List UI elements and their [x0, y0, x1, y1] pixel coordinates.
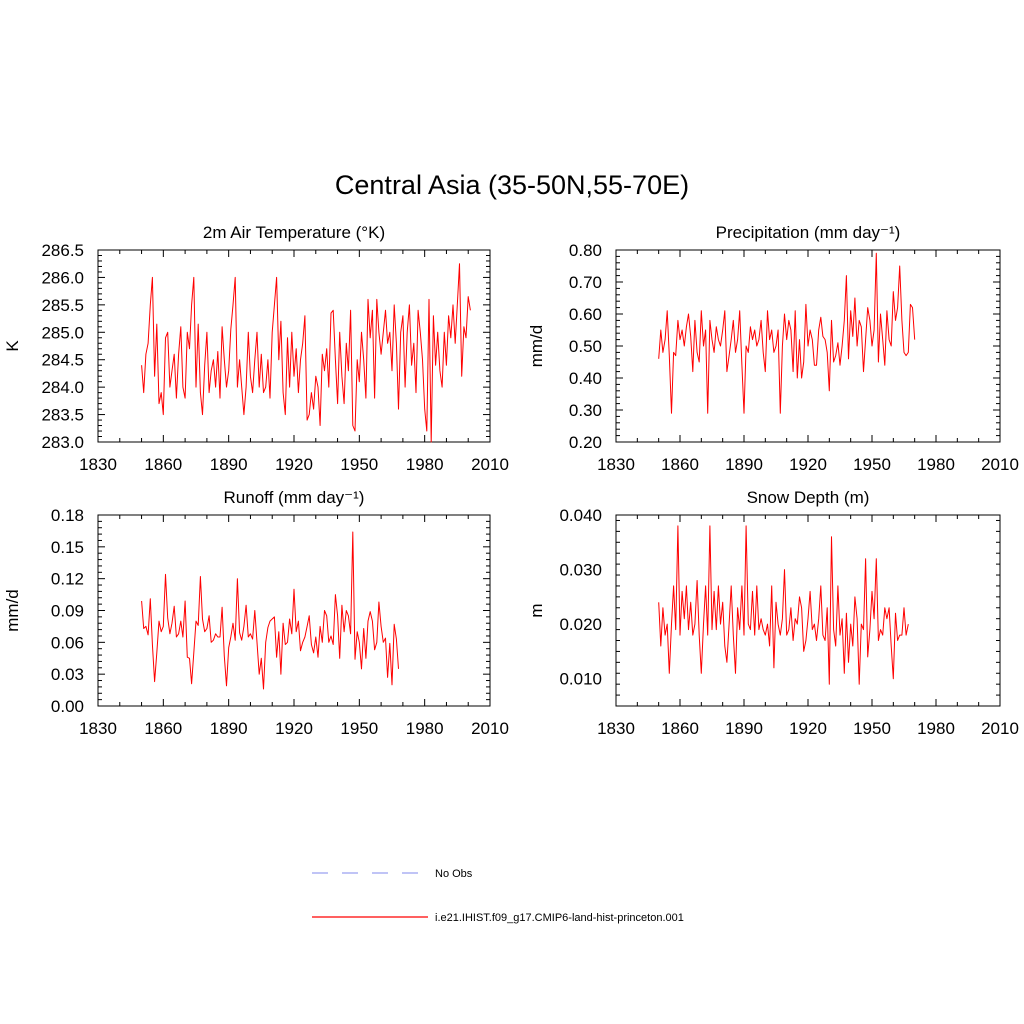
y-tick-label: 0.18 — [51, 506, 84, 525]
x-tick-label: 1950 — [340, 719, 378, 738]
y-tick-label: 0.30 — [569, 401, 602, 420]
x-tick-label: 2010 — [471, 719, 509, 738]
y-tick-label: 0.03 — [51, 665, 84, 684]
x-tick-label: 1920 — [275, 455, 313, 474]
plot-frame — [615, 514, 1001, 707]
y-tick-label: 0.15 — [51, 538, 84, 557]
y-tick-label: 0.020 — [559, 615, 602, 634]
y-tick-label: 283.5 — [41, 406, 84, 425]
y-tick-label: 0.70 — [569, 273, 602, 292]
y-axis-label: mm/d — [527, 325, 546, 368]
y-tick-label: 286.5 — [41, 241, 84, 260]
x-tick-label: 1860 — [661, 455, 699, 474]
x-tick-label: 1830 — [79, 455, 117, 474]
x-tick-label: 1980 — [917, 455, 955, 474]
series-line — [141, 263, 471, 443]
series-line — [141, 531, 399, 690]
legend: No Obs i.e21.IHIST.f09_g17.CMIP6-land-hi… — [312, 868, 684, 924]
series-line — [658, 252, 916, 414]
y-tick-label: 0.00 — [51, 697, 84, 716]
x-tick-label: 1950 — [853, 455, 891, 474]
y-axis-label: K — [3, 340, 22, 352]
x-tick-label: 1920 — [275, 719, 313, 738]
chart-panel-runoff: 1830 1860 1890 1920 1950 1980 2010 0.00 0.03 0.06… — [3, 488, 509, 738]
plot-frame — [97, 514, 491, 707]
chart-panel-snow-depth: 1830 1860 1890 1920 1950 1980 2010 0.010 0.020 0.… — [527, 488, 1019, 738]
panel-title: 2m Air Temperature (°K) — [203, 223, 385, 242]
x-tick-label: 1890 — [210, 455, 248, 474]
legend-label-no-obs: No Obs — [435, 868, 473, 880]
figure-title: Central Asia (35-50N,55-70E) — [334, 170, 690, 200]
chart-panels: 1830 1860 1890 1920 1950 1980 2010 283.0 283.5 28… — [3, 223, 1019, 738]
y-tick-label: 0.40 — [569, 369, 602, 388]
x-tick-label: 2010 — [471, 455, 509, 474]
chart-panel-temperature: 1830 1860 1890 1920 1950 1980 2010 283.0 283.5 28… — [3, 223, 509, 474]
x-tick-label: 1890 — [725, 455, 763, 474]
x-tick-label: 1860 — [661, 719, 699, 738]
y-tick-label: 0.12 — [51, 570, 84, 589]
y-tick-label: 285.0 — [41, 323, 84, 342]
x-tick-label: 1920 — [789, 455, 827, 474]
y-tick-label: 0.50 — [569, 337, 602, 356]
legend-label-model: i.e21.IHIST.f09_g17.CMIP6-land-hist-prin… — [435, 912, 684, 924]
y-tick-label: 285.5 — [41, 296, 84, 315]
y-tick-label: 0.010 — [559, 670, 602, 689]
panel-title: Runoff (mm day⁻¹) — [224, 488, 365, 507]
y-axis-label: m — [527, 603, 546, 617]
x-tick-label: 1890 — [725, 719, 763, 738]
x-tick-label: 1980 — [917, 719, 955, 738]
y-tick-label: 0.06 — [51, 633, 84, 652]
chart-panel-precipitation: 1830 1860 1890 1920 1950 1980 2010 0.20 0.30 0.40… — [527, 223, 1019, 474]
x-tick-label: 1980 — [406, 719, 444, 738]
x-tick-label: 1980 — [406, 455, 444, 474]
y-tick-label: 286.0 — [41, 268, 84, 287]
x-tick-label: 2010 — [981, 719, 1019, 738]
y-tick-label: 284.5 — [41, 351, 84, 370]
x-tick-label: 1830 — [597, 455, 635, 474]
y-tick-label: 0.20 — [569, 433, 602, 452]
panel-title: Precipitation (mm day⁻¹) — [716, 223, 901, 242]
x-tick-label: 1950 — [853, 719, 891, 738]
x-tick-label: 1950 — [340, 455, 378, 474]
x-tick-label: 1830 — [597, 719, 635, 738]
y-tick-label: 0.040 — [559, 506, 602, 525]
y-tick-label: 283.0 — [41, 433, 84, 452]
y-tick-label: 0.030 — [559, 561, 602, 580]
x-tick-label: 1830 — [79, 719, 117, 738]
x-tick-label: 1860 — [144, 455, 182, 474]
y-tick-label: 0.09 — [51, 602, 84, 621]
x-tick-label: 1920 — [789, 719, 827, 738]
series-line — [658, 525, 909, 685]
panel-title: Snow Depth (m) — [747, 488, 870, 507]
x-tick-label: 1890 — [210, 719, 248, 738]
y-tick-label: 284.0 — [41, 378, 84, 397]
y-axis-label: mm/d — [3, 589, 22, 632]
y-tick-label: 0.60 — [569, 305, 602, 324]
y-tick-label: 0.80 — [569, 241, 602, 260]
x-tick-label: 2010 — [981, 455, 1019, 474]
x-tick-label: 1860 — [144, 719, 182, 738]
